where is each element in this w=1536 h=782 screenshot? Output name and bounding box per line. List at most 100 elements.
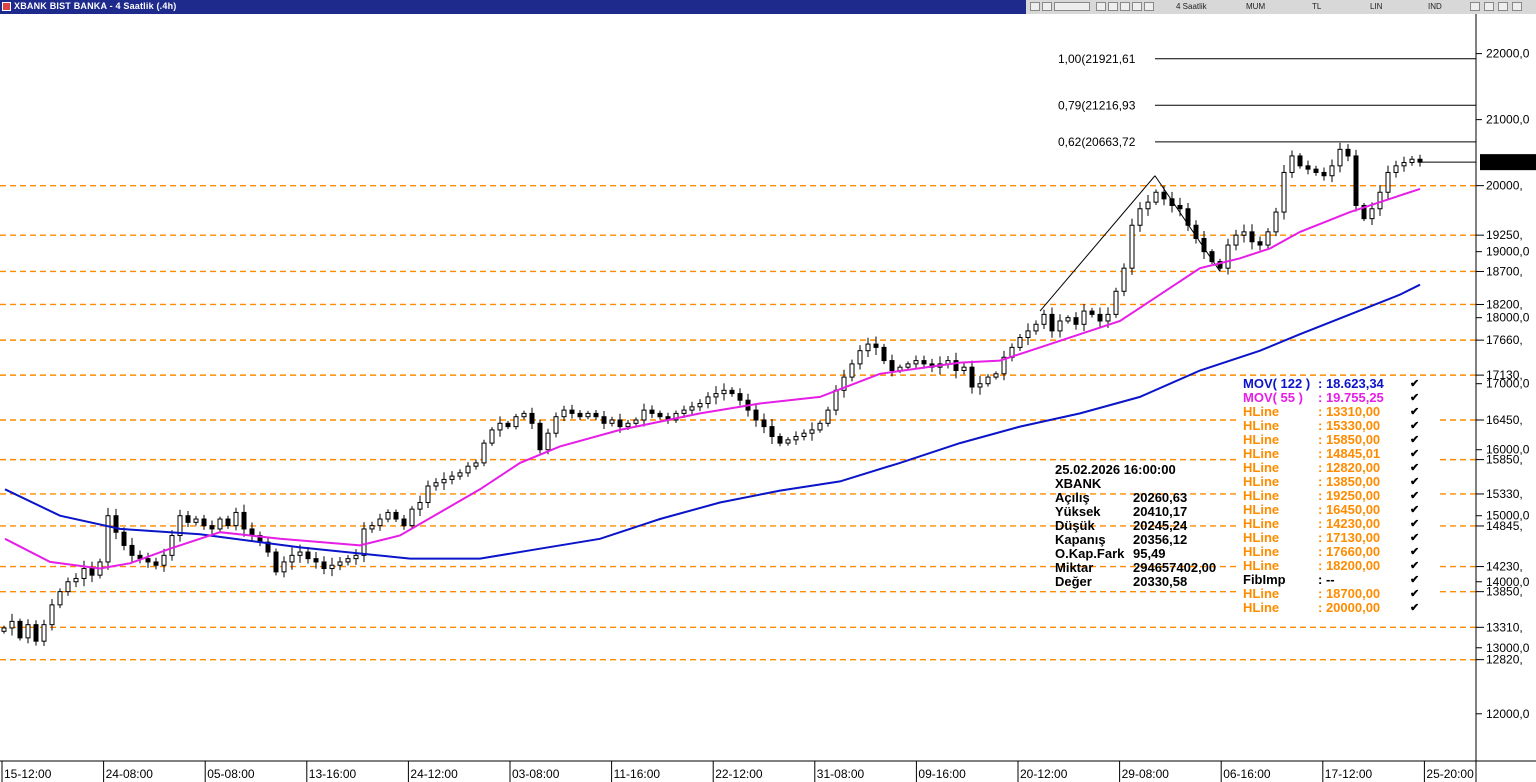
period-selector[interactable]: 4 Saatlik: [1176, 2, 1207, 11]
legend-row[interactable]: HLine: 15850,00 ✔: [1240, 433, 1436, 447]
legend-value: : 16450,00: [1318, 502, 1381, 517]
legend-row[interactable]: HLine: 18200,00 ✔: [1240, 559, 1436, 573]
maximize-icon[interactable]: [1498, 2, 1508, 11]
checkmark-icon[interactable]: ✔: [1410, 504, 1420, 516]
trend-line-up: [1039, 175, 1156, 312]
info-row: Yüksek 20410,17: [1055, 505, 1216, 519]
legend-value: : 18700,00: [1318, 586, 1381, 601]
legend-row[interactable]: HLine: 14845,01 ✔: [1240, 447, 1436, 461]
checkmark-icon[interactable]: ✔: [1410, 574, 1420, 586]
candle-body: [225, 518, 231, 527]
candle-body: [145, 558, 151, 563]
candle-body: [753, 409, 759, 421]
info-label: Değer: [1055, 574, 1092, 589]
candle-body: [1409, 158, 1415, 164]
checkmark-icon[interactable]: ✔: [1410, 518, 1420, 530]
close-icon[interactable]: [1512, 2, 1522, 11]
price-axis: 22000,0 21000,0 19000,0 18000,0 17000,0 16000…: [0, 14, 1536, 782]
minimize-icon[interactable]: [1484, 2, 1494, 11]
candle-body: [185, 515, 191, 523]
crosshair-icon[interactable]: [1030, 2, 1040, 11]
legend-row[interactable]: HLine: 16450,00 ✔: [1240, 503, 1436, 517]
candle-body: [1161, 191, 1167, 200]
settings-icon[interactable]: [1470, 2, 1480, 11]
candle-body: [1097, 313, 1103, 322]
x-tick-label: 29-08:00: [1122, 767, 1170, 781]
checkmark-icon[interactable]: ✔: [1410, 378, 1420, 390]
checkmark-icon[interactable]: ✔: [1410, 476, 1420, 488]
moving-average-line: [4, 283, 1421, 560]
candle-body: [1049, 313, 1055, 332]
indicator-selector[interactable]: IND: [1428, 2, 1442, 11]
checkmark-icon[interactable]: ✔: [1410, 392, 1420, 404]
candle-body: [1185, 208, 1191, 226]
legend-row[interactable]: HLine: 13850,00 ✔: [1240, 475, 1436, 489]
checkmark-icon[interactable]: ✔: [1410, 406, 1420, 418]
price-chart[interactable]: 20000, 19250, 18700, 18200, 17660, 17130, 1645…: [0, 14, 1536, 782]
level-label: 13850,: [1486, 585, 1523, 599]
dropdown-icon[interactable]: [1144, 2, 1154, 11]
info-value: 20260,63: [1133, 490, 1188, 505]
candle-body: [201, 518, 207, 527]
info-label: Yüksek: [1055, 504, 1101, 519]
refresh-icon[interactable]: [1132, 2, 1142, 11]
candle-body: [913, 360, 919, 365]
candle-body: [1337, 148, 1343, 167]
drawing-tools-icon[interactable]: [1054, 2, 1090, 11]
candle-body: [1033, 323, 1039, 332]
fib-label: 1,00(21921,61: [1058, 52, 1136, 66]
checkmark-icon[interactable]: ✔: [1410, 588, 1420, 600]
checkmark-icon[interactable]: ✔: [1410, 602, 1420, 614]
legend-row[interactable]: HLine: 12820,00 ✔: [1240, 461, 1436, 475]
info-label: Açılış: [1055, 490, 1090, 505]
candle-body: [977, 383, 983, 388]
candle-body: [537, 422, 543, 451]
candle-body: [1041, 313, 1047, 325]
scale-selector[interactable]: LIN: [1370, 2, 1383, 11]
candle-body: [529, 412, 535, 424]
last-price-label: 20356,: [1486, 156, 1523, 170]
legend-row[interactable]: HLine: 14230,00 ✔: [1240, 517, 1436, 531]
checkmark-icon[interactable]: ✔: [1410, 532, 1420, 544]
legend-row[interactable]: HLine: 13310,00 ✔: [1240, 405, 1436, 419]
line-tool-icon[interactable]: [1108, 2, 1118, 11]
checkmark-icon[interactable]: ✔: [1410, 560, 1420, 572]
legend-row[interactable]: HLine: 18700,00 ✔: [1240, 587, 1436, 601]
legend-value: : 15330,00: [1318, 418, 1381, 433]
chart-type-selector[interactable]: MUM: [1246, 2, 1266, 11]
x-tick-label: 03-08:00: [512, 767, 560, 781]
candle-body: [761, 419, 767, 428]
candle-body: [1393, 165, 1399, 173]
candle-body: [1377, 191, 1383, 210]
checkmark-icon[interactable]: ✔: [1410, 420, 1420, 432]
checkmark-icon[interactable]: ✔: [1410, 434, 1420, 446]
legend-row[interactable]: HLine: 17660,00 ✔: [1240, 545, 1436, 559]
candle-body: [729, 389, 735, 395]
zoom-icon[interactable]: [1042, 2, 1052, 11]
info-row: O.Kap.Fark 95,49: [1055, 547, 1216, 561]
legend-row[interactable]: FibImp: -- ✔: [1240, 573, 1436, 587]
checkmark-icon[interactable]: ✔: [1410, 462, 1420, 474]
x-tick-label: 31-08:00: [817, 767, 865, 781]
candle-body: [1113, 290, 1119, 315]
legend-row[interactable]: MOV( 122 ): 18.623,34 ✔: [1240, 377, 1436, 391]
legend-row[interactable]: HLine: 15330,00 ✔: [1240, 419, 1436, 433]
legend-row[interactable]: HLine: 20000,00 ✔: [1240, 601, 1436, 615]
color-icon[interactable]: [1120, 2, 1130, 11]
candle-body: [513, 416, 519, 428]
candle-body: [1193, 224, 1199, 239]
candle-body: [441, 478, 447, 484]
x-tick-label: 06-16:00: [1223, 767, 1271, 781]
legend-row[interactable]: HLine: 17130,00 ✔: [1240, 531, 1436, 545]
legend-row[interactable]: HLine: 19250,00 ✔: [1240, 489, 1436, 503]
grid-icon[interactable]: [1096, 2, 1106, 11]
candle-body: [769, 426, 775, 438]
checkmark-icon[interactable]: ✔: [1410, 490, 1420, 502]
currency-selector[interactable]: TL: [1312, 2, 1322, 11]
checkmark-icon[interactable]: ✔: [1410, 448, 1420, 460]
checkmark-icon[interactable]: ✔: [1410, 546, 1420, 558]
info-label: O.Kap.Fark: [1055, 546, 1125, 561]
candle-body: [25, 624, 31, 639]
moving-averages: [4, 187, 1421, 570]
legend-row[interactable]: MOV( 55 ): 19.755,25 ✔: [1240, 391, 1436, 405]
